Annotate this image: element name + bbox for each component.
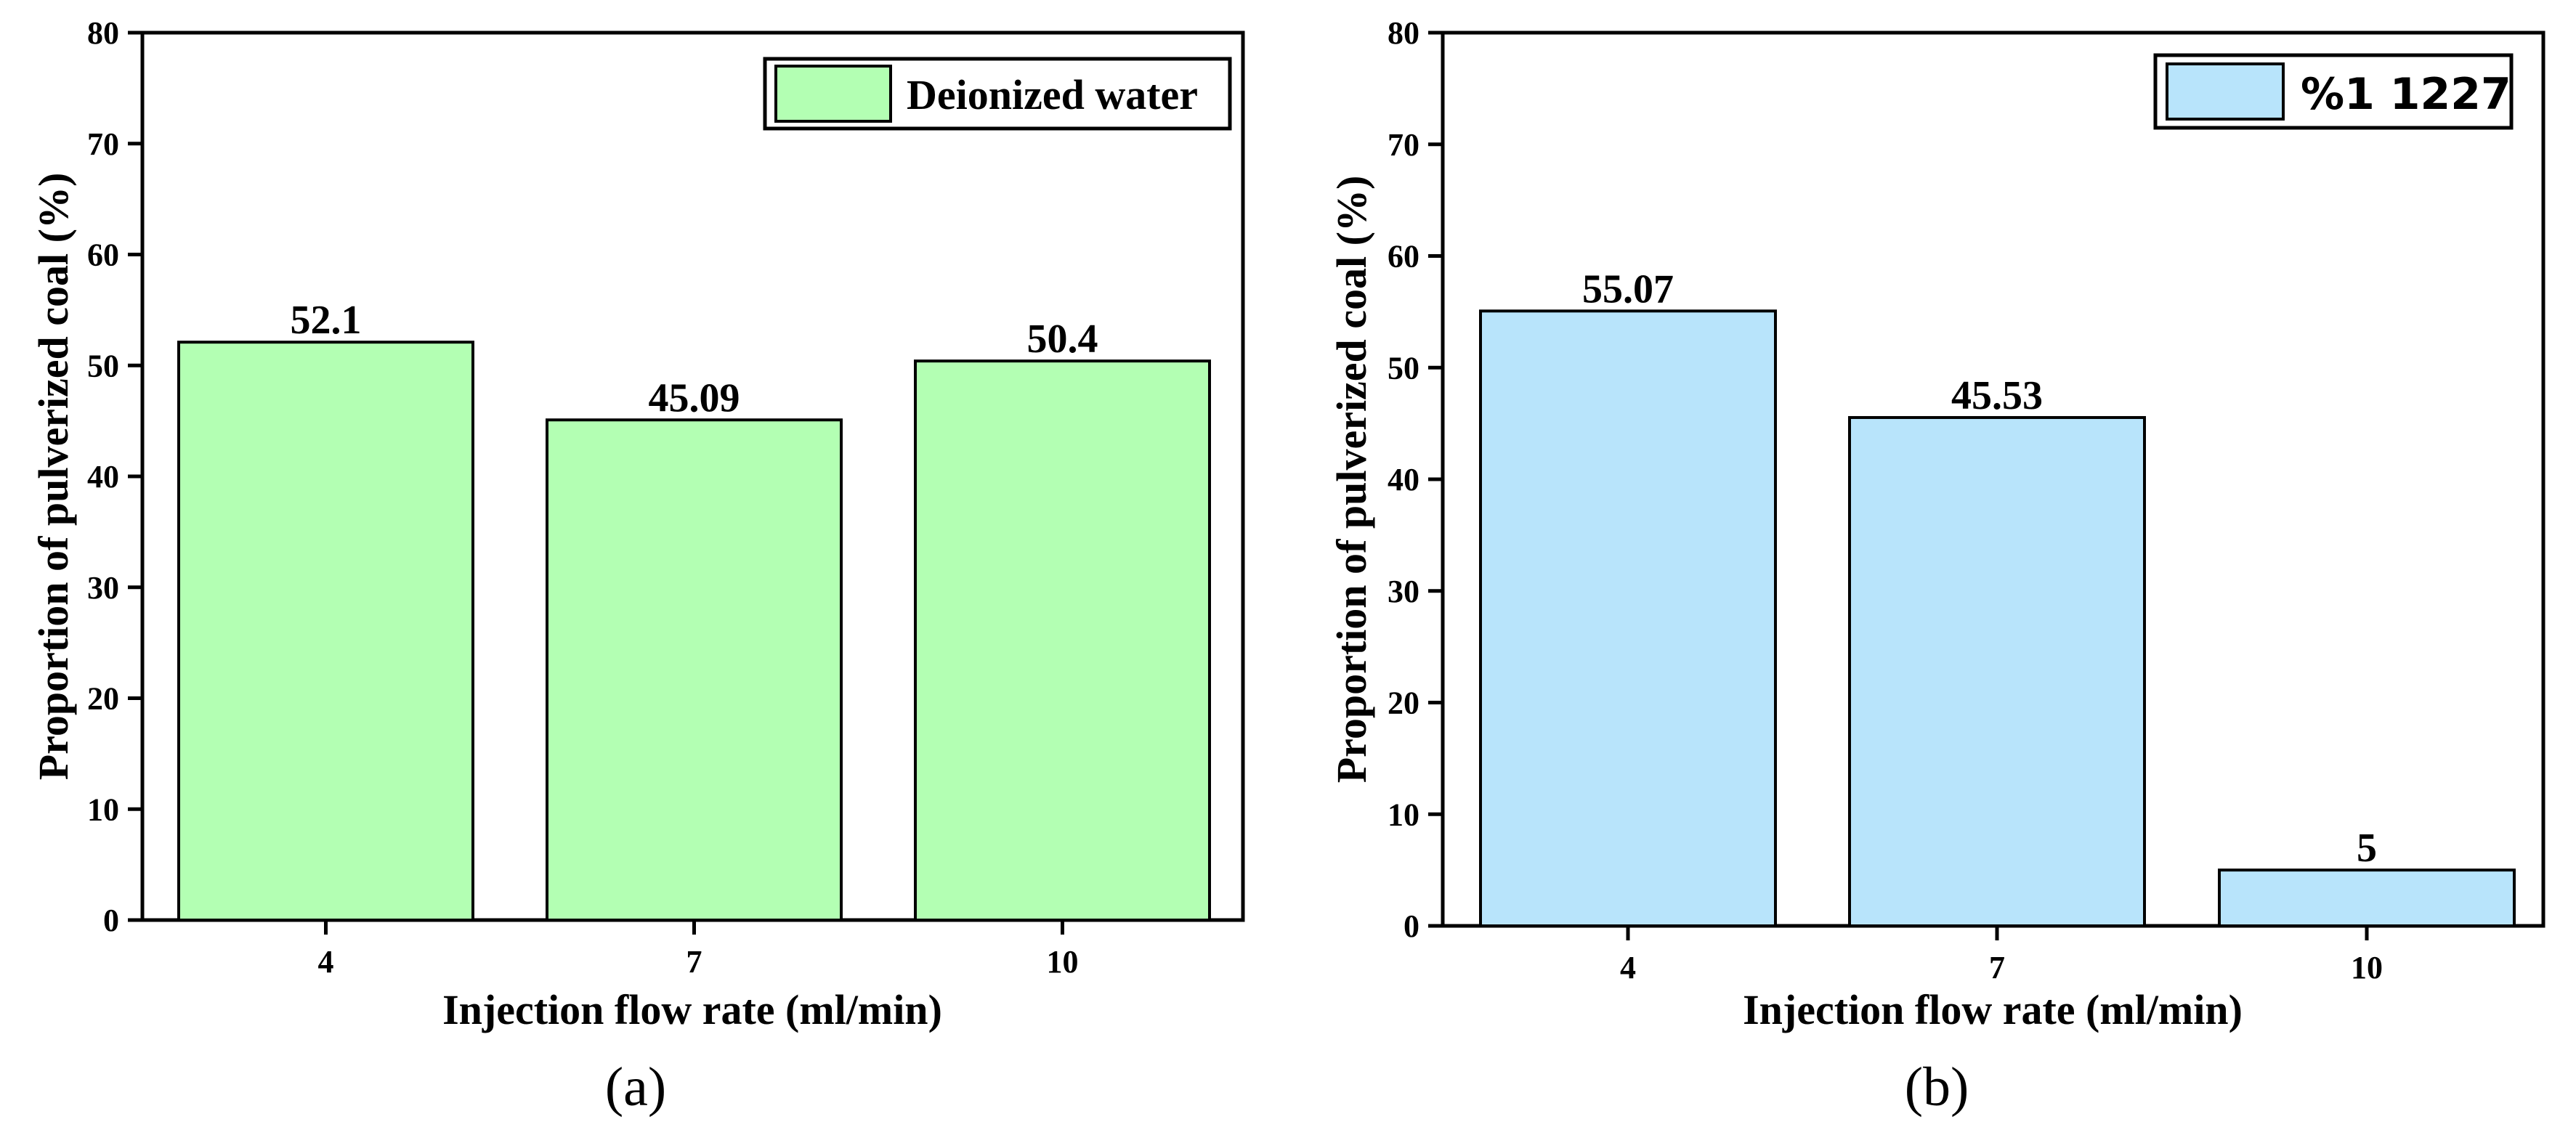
y-tick-label: 10 (1388, 797, 1419, 832)
bars: 52.1 45.09 50.4 (177, 298, 1211, 922)
bar-4 (1479, 309, 1777, 927)
y-tick-label: 10 (87, 792, 119, 827)
y-tick-label: 30 (1388, 574, 1419, 609)
y-axis-ticks: 0 10 20 30 40 50 60 70 80 (87, 15, 142, 938)
data-label: 50.4 (1027, 317, 1098, 362)
x-tick-label: 4 (1620, 950, 1636, 985)
data-label: 45.53 (1951, 373, 2043, 418)
y-tick-label: 40 (87, 459, 119, 495)
y-tick-label: 80 (1388, 15, 1419, 51)
x-axis-ticks: 4 7 10 (1620, 926, 2383, 985)
panel-label: (b) (1905, 1057, 1969, 1118)
y-tick-label: 20 (87, 681, 119, 717)
data-label: 52.1 (291, 298, 362, 343)
y-tick-label: 60 (87, 237, 119, 273)
data-label: 55.07 (1582, 267, 1674, 312)
bar-7 (1848, 415, 2146, 927)
bar-4 (177, 341, 474, 922)
y-tick-label: 50 (1388, 350, 1419, 386)
y-tick-label: 30 (87, 570, 119, 606)
bar-7 (546, 418, 843, 922)
panel-label: (a) (605, 1057, 666, 1118)
x-tick-label: 7 (686, 944, 702, 980)
y-tick-label: 20 (1388, 686, 1419, 721)
y-axis-title: Proportion of pulverized coal (%) (1328, 176, 1375, 784)
x-axis-ticks: 4 7 10 (318, 920, 1079, 980)
legend-label: Deionized water (907, 71, 1198, 118)
legend-label: %1 1227 (2301, 69, 2511, 120)
x-tick-label: 10 (2351, 950, 2383, 985)
bar-10 (914, 359, 1211, 922)
x-axis-title: Injection flow rate (ml/min) (1743, 986, 2243, 1033)
y-tick-label: 70 (1388, 127, 1419, 163)
chart-panel-b: 0 10 20 30 40 50 60 70 80 4 7 10 55.07 45.53 5 %1 12… (1328, 15, 2545, 1118)
y-tick-label: 60 (1388, 239, 1419, 274)
y-axis-title: Proportion of pulverized coal (%) (30, 173, 77, 781)
x-tick-label: 7 (1989, 950, 2005, 985)
y-axis-ticks: 0 10 20 30 40 50 60 70 80 (1388, 15, 1443, 944)
data-label: 45.09 (649, 375, 740, 420)
bars: 55.07 45.53 5 (1479, 267, 2516, 927)
y-tick-label: 0 (103, 903, 119, 938)
x-tick-label: 4 (318, 944, 334, 980)
x-tick-label: 10 (1047, 944, 1079, 980)
y-tick-label: 70 (87, 126, 119, 162)
y-tick-label: 0 (1404, 908, 1419, 944)
legend: %1 1227 (2153, 53, 2514, 130)
legend-swatch (774, 65, 892, 123)
legend-swatch (2166, 62, 2285, 121)
legend: Deionized water (763, 57, 1232, 131)
y-tick-label: 50 (87, 348, 119, 383)
y-tick-label: 80 (87, 15, 119, 51)
data-label: 5 (2357, 826, 2377, 871)
chart-panel-a: 0 10 20 30 40 50 60 70 80 4 7 10 52.1 45.09 50.4 Dei… (30, 15, 1245, 1118)
bar-10 (2218, 868, 2516, 927)
y-tick-label: 40 (1388, 462, 1419, 497)
x-axis-title: Injection flow rate (ml/min) (442, 986, 942, 1033)
